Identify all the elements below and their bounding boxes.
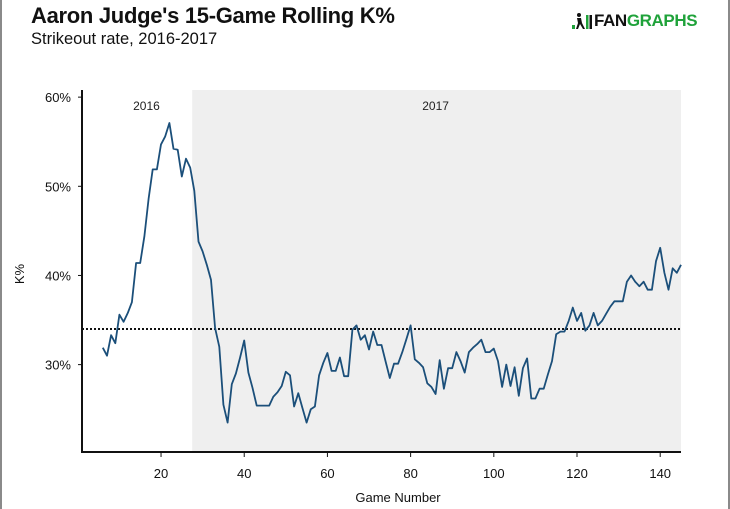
y-tick-label: 30% [45,358,71,373]
x-axis-title: Game Number [355,490,441,505]
logo-text-graphs: GRAPHS [626,11,698,30]
x-tick-label: 80 [403,466,417,481]
x-tick-label: 40 [237,466,251,481]
y-tick-label: 40% [45,268,71,283]
region-label-2017: 2017 [422,99,449,113]
y-tick-label: 50% [45,179,71,194]
x-axis-ticks: 20 40 60 80 100 120 140 [154,452,671,481]
x-tick-label: 100 [483,466,505,481]
series-line-rolling-k-pct [102,122,682,424]
chart-subtitle: Strikeout rate, 2016-2017 [31,30,218,48]
window-border-right [728,0,730,509]
x-tick-label: 140 [649,466,671,481]
fangraphs-batter-icon [572,12,592,30]
window-border-left [0,0,2,509]
x-tick-label: 20 [154,466,168,481]
logo-text-fan: FAN [594,11,627,30]
y-axis-title: K% [12,263,27,284]
chart-title: Aaron Judge's 15-Game Rolling K% [31,3,395,28]
x-tick-label: 60 [320,466,334,481]
y-axis-ticks: 30% 40% 50% 60% [45,90,82,373]
fangraphs-logo: FAN GRAPHS [572,10,698,32]
region-2017-shade [192,90,681,452]
y-tick-label: 60% [45,90,71,105]
x-tick-label: 120 [566,466,588,481]
region-label-2016: 2016 [133,99,160,113]
